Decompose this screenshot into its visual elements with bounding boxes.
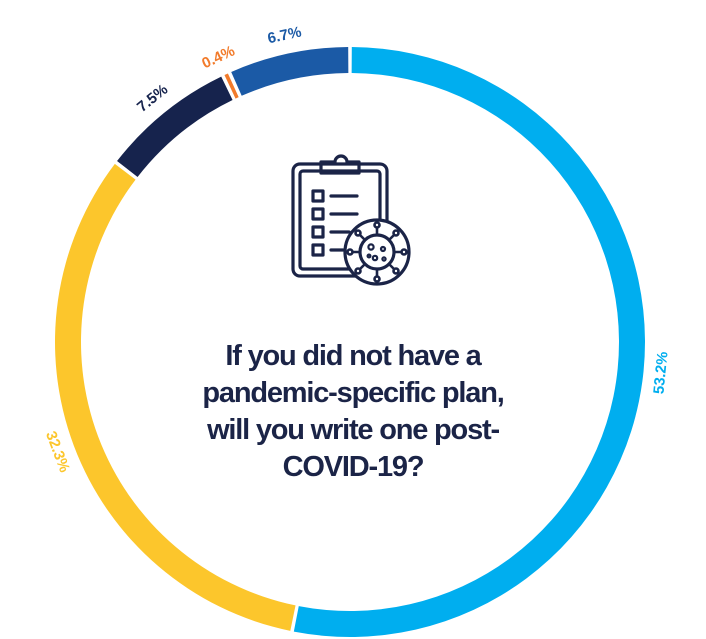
slice-label: 6.7% bbox=[266, 23, 303, 47]
slice-6.7pct bbox=[231, 47, 349, 96]
slice-7.5pct bbox=[117, 76, 233, 177]
slice-32.3pct bbox=[54, 163, 296, 631]
chart-title: If you did not have a pandemic-specific … bbox=[202, 340, 504, 483]
slice-label: 7.5% bbox=[134, 81, 171, 116]
slice-label: 53.2% bbox=[650, 351, 671, 395]
slices-group bbox=[54, 47, 646, 638]
clipboard-virus-icon bbox=[291, 154, 411, 286]
slice-label: 0.4% bbox=[199, 43, 237, 73]
slice-0.4pct bbox=[224, 73, 239, 99]
slice-label: 32.3% bbox=[42, 429, 73, 475]
